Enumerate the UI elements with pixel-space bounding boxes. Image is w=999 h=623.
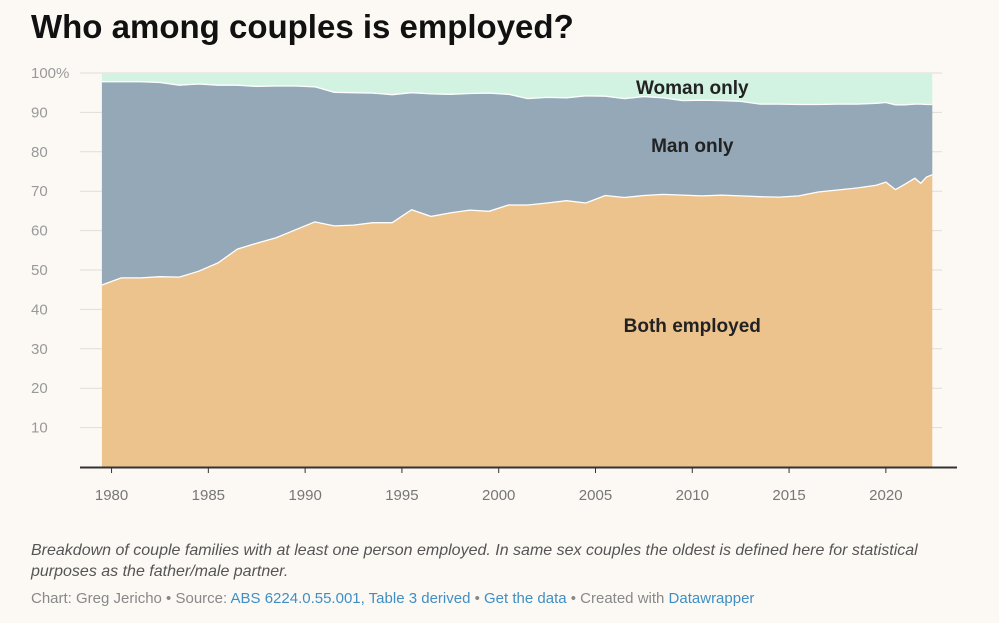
area-man-only bbox=[101, 81, 933, 285]
boundary-line bbox=[101, 174, 933, 286]
x-tick-label: 2010 bbox=[676, 487, 709, 504]
boundary-line bbox=[101, 81, 933, 106]
footer-separator: • Created with bbox=[566, 590, 669, 607]
footer-separator: • Source: bbox=[161, 590, 231, 607]
footer-author: Chart: Greg Jericho bbox=[31, 590, 162, 607]
get-data-link[interactable]: Get the data bbox=[484, 590, 567, 607]
y-tick-label: 60 bbox=[31, 223, 48, 240]
x-tick-label: 2015 bbox=[772, 487, 805, 504]
axes: 10 20 30 40 50 60 70 80 90 100% 1980 1985 1990 1995 20… bbox=[31, 65, 957, 504]
footer-separator: • bbox=[470, 590, 485, 607]
chart-title: Who among couples is employed? bbox=[31, 8, 574, 45]
x-tick-label: 1995 bbox=[385, 487, 418, 504]
annotation-label: Both employed bbox=[624, 316, 761, 337]
annotation-labels: Woman only Man only Both employed bbox=[624, 78, 761, 337]
y-tick-label: 90 bbox=[31, 104, 48, 121]
x-tick-label: 1990 bbox=[288, 487, 321, 504]
x-tick-label: 2005 bbox=[579, 487, 612, 504]
x-tick-label: 2020 bbox=[869, 487, 902, 504]
annotation-label: Woman only bbox=[636, 78, 749, 99]
y-tick-label: 40 bbox=[31, 301, 48, 318]
x-tick-label: 2000 bbox=[482, 487, 515, 504]
datawrapper-link[interactable]: Datawrapper bbox=[668, 590, 755, 607]
y-tick-label: 50 bbox=[31, 262, 48, 279]
x-tick-label: 1985 bbox=[192, 487, 225, 504]
area-both-employed bbox=[101, 174, 933, 467]
area-woman-only bbox=[101, 73, 933, 105]
y-tick-label: 30 bbox=[31, 341, 48, 358]
series-boundaries bbox=[101, 81, 933, 286]
y-tick-label: 100% bbox=[31, 65, 69, 82]
x-tick-label: 1980 bbox=[95, 487, 128, 504]
annotation-label: Man only bbox=[651, 136, 734, 157]
y-tick-label: 10 bbox=[31, 420, 48, 437]
y-tick-label: 70 bbox=[31, 183, 48, 200]
y-tick-label: 80 bbox=[31, 144, 48, 161]
area-series bbox=[101, 73, 933, 467]
chart-footer: Chart: Greg Jericho • Source: ABS 6224.0… bbox=[31, 590, 754, 607]
chart-description: Breakdown of couple families with at lea… bbox=[31, 542, 918, 580]
y-tick-label: 20 bbox=[31, 380, 48, 397]
source-link[interactable]: ABS 6224.0.55.001, Table 3 derived bbox=[230, 590, 471, 607]
